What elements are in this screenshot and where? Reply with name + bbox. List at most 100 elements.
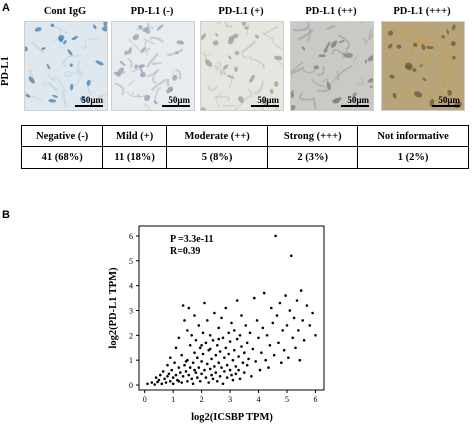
scatter-point bbox=[217, 326, 220, 330]
scatter-point bbox=[211, 339, 215, 342]
scatter-point bbox=[294, 346, 297, 350]
image-title-3: PD-L1 (+) bbox=[218, 6, 264, 17]
scatter-point bbox=[197, 324, 201, 327]
scatter-point bbox=[288, 309, 292, 312]
scatter-point bbox=[221, 382, 225, 386]
scatter-point bbox=[240, 345, 243, 348]
scatter-point bbox=[235, 337, 239, 341]
value-strong: 2 (3%) bbox=[267, 146, 359, 169]
scatter-point bbox=[166, 375, 169, 378]
scatter-point bbox=[154, 376, 158, 379]
panel-b-letter: B bbox=[2, 209, 10, 221]
scatter-point bbox=[163, 377, 166, 381]
scatter-point bbox=[272, 353, 276, 357]
scatter-point bbox=[169, 380, 172, 383]
y-tick-label: 1 bbox=[129, 356, 133, 365]
scatter-point bbox=[200, 344, 203, 347]
scatter-point bbox=[301, 319, 305, 322]
scale-bar bbox=[162, 105, 190, 107]
scatter-point bbox=[213, 311, 216, 315]
scatter-point bbox=[190, 334, 193, 337]
scatter-point bbox=[207, 381, 210, 384]
scale-bar-group: 50μm bbox=[341, 95, 369, 107]
scale-bar-label: 50μm bbox=[347, 95, 369, 105]
y-tick-label: 4 bbox=[129, 282, 133, 291]
scatter-point bbox=[227, 352, 230, 356]
scatter-point bbox=[198, 346, 202, 350]
scatter-point bbox=[287, 356, 290, 359]
scatter-point bbox=[297, 329, 300, 332]
scale-bar-label: 50μm bbox=[257, 95, 279, 105]
scatter-point bbox=[146, 382, 149, 386]
scatter-point bbox=[258, 368, 262, 372]
scatter-point bbox=[191, 382, 195, 386]
scatter-point bbox=[245, 341, 249, 345]
scatter-point bbox=[193, 351, 196, 354]
scatter-point bbox=[204, 341, 208, 345]
scale-bar-label: 50μm bbox=[438, 95, 460, 105]
scatter-point bbox=[173, 361, 176, 364]
scatter-point bbox=[206, 319, 209, 322]
scatter-point bbox=[265, 334, 269, 337]
x-tick-label: 4 bbox=[257, 395, 261, 404]
scatter-point bbox=[160, 382, 164, 386]
scatter-point bbox=[186, 329, 189, 332]
scatter-point bbox=[241, 361, 245, 364]
scatter-point bbox=[190, 377, 193, 381]
scatter-point bbox=[184, 360, 188, 363]
scatter-point bbox=[262, 291, 266, 295]
panel-a-letter: A bbox=[2, 2, 10, 14]
scatter-point bbox=[183, 319, 186, 322]
scatter-point bbox=[260, 351, 263, 354]
scatter-point bbox=[217, 337, 220, 341]
image-title-5: PD-L1 (+++) bbox=[393, 6, 451, 17]
header-negative: Negative (-) bbox=[20, 125, 104, 147]
scatter-point bbox=[253, 296, 256, 300]
scale-bar bbox=[75, 105, 103, 107]
scatter-point bbox=[270, 306, 273, 310]
scatter-point bbox=[214, 371, 218, 374]
scatter-point bbox=[174, 346, 178, 350]
scatter-point bbox=[251, 347, 255, 351]
scatter-point bbox=[170, 368, 173, 372]
scatter-point bbox=[278, 301, 282, 305]
scoring-table: Negative (-) Mild (+) Moderate (++) Stro… bbox=[20, 125, 469, 169]
scatter-point bbox=[208, 334, 212, 337]
scatter-point bbox=[159, 373, 162, 377]
scatter-point bbox=[275, 314, 279, 317]
micrograph-strong: 50μm bbox=[381, 21, 465, 111]
y-tick-label: 6 bbox=[129, 232, 133, 241]
scatter-point bbox=[188, 366, 192, 369]
micrograph-mild: 50μm bbox=[200, 21, 284, 111]
scatter-point bbox=[177, 336, 181, 340]
scatter-point bbox=[188, 344, 192, 347]
x-tick-label: 1 bbox=[171, 395, 175, 404]
scatter-point bbox=[228, 368, 232, 372]
scatter-point bbox=[227, 331, 230, 335]
value-not-informative: 1 (2%) bbox=[357, 146, 469, 169]
scatter-point bbox=[221, 336, 225, 340]
scatter-point bbox=[200, 360, 203, 363]
scatter-point bbox=[305, 304, 309, 307]
scatter-point bbox=[243, 351, 246, 354]
scatter-point bbox=[230, 321, 233, 325]
scatter-point bbox=[187, 306, 191, 310]
scatter-point bbox=[150, 381, 154, 384]
scatter-point bbox=[234, 365, 238, 368]
scatter-point bbox=[299, 289, 303, 292]
scatter-point bbox=[200, 372, 203, 376]
y-tick-label: 3 bbox=[129, 306, 133, 315]
scatter-point bbox=[245, 363, 249, 367]
scatter-point bbox=[213, 365, 216, 368]
y-tick-label: 2 bbox=[129, 331, 133, 340]
scatter-plot: 0 1 2 3 4 5 6 0 1 2 3 4 5 6 P =3.3e-11 R=0.39 log2(IC… bbox=[108, 225, 325, 423]
scatter-point bbox=[290, 254, 293, 258]
scatter-point bbox=[271, 321, 275, 325]
x-tick-label: 3 bbox=[228, 395, 232, 404]
scatter-point bbox=[228, 340, 232, 343]
scatter-point bbox=[203, 301, 206, 305]
scatter-point bbox=[247, 357, 250, 361]
scatter-point bbox=[308, 324, 312, 327]
value-negative: 41 (68%) bbox=[20, 146, 104, 169]
scatter-point bbox=[237, 355, 240, 358]
